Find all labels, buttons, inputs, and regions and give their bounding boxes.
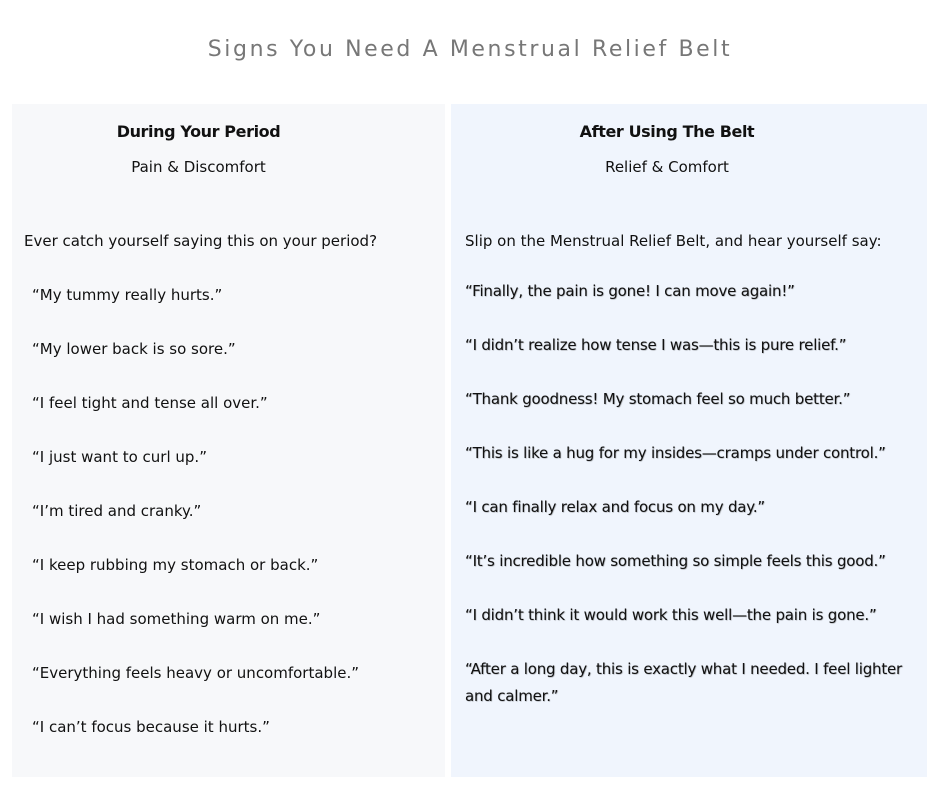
list-item: “I wish I had something warm on me.” (32, 610, 321, 628)
left-heading: During Your Period (116, 122, 281, 141)
page-title: Signs You Need A Menstrual Relief Belt (207, 36, 733, 62)
list-item: “Everything feels heavy or uncomfortable… (32, 664, 360, 682)
right-intro: Slip on the Menstrual Relief Belt, and h… (465, 232, 882, 250)
left-intro: Ever catch yourself saying this on your … (24, 232, 378, 250)
right-subheading: Relief & Comfort (605, 158, 729, 176)
left-quote-list: “My tummy really hurts.” “My lower back … (32, 282, 432, 768)
list-item: “I’m tired and cranky.” (32, 502, 202, 520)
list-item: “My tummy really hurts.” (32, 286, 223, 304)
right-heading: After Using The Belt (579, 122, 755, 141)
list-item: “I can’t focus because it hurts.” (32, 718, 270, 736)
list-item: “After a long day, this is exactly what … (465, 660, 903, 705)
list-item: “I keep rubbing my stomach or back.” (32, 556, 319, 574)
list-item: “My lower back is so sore.” (32, 340, 236, 358)
list-item: “Thank goodness! My stomach feel so much… (465, 390, 851, 408)
list-item: “I just want to curl up.” (32, 448, 207, 466)
list-item: “Finally, the pain is gone! I can move a… (465, 282, 795, 300)
list-item: “I feel tight and tense all over.” (32, 394, 268, 412)
left-subheading: Pain & Discomfort (131, 158, 266, 176)
list-item: “I didn’t realize how tense I was—this i… (465, 336, 847, 354)
right-quote-list: “Finally, the pain is gone! I can move a… (465, 278, 915, 737)
during-period-panel: During Your Period Pain & Discomfort Eve… (12, 104, 445, 777)
list-item: “This is like a hug for my insides—cramp… (465, 444, 886, 462)
list-item: “It’s incredible how something so simple… (465, 552, 886, 570)
list-item: “I can finally relax and focus on my day… (465, 498, 765, 516)
after-belt-panel: After Using The Belt Relief & Comfort Sl… (451, 104, 927, 777)
list-item: “I didn’t think it would work this well—… (465, 606, 877, 624)
